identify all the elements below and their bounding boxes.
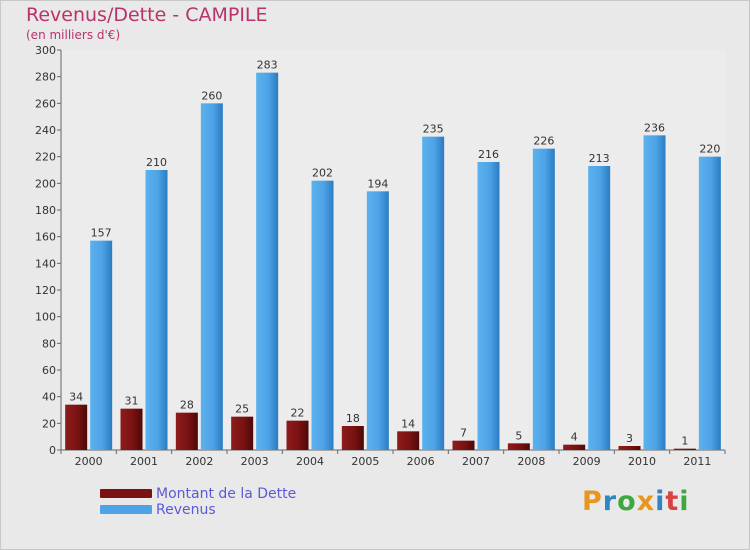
data-label-debt: 34 [69, 391, 83, 404]
bar-revenue [643, 135, 666, 451]
bar-debt [175, 412, 198, 450]
logo-letter: i [679, 486, 690, 517]
x-tick-label: 2011 [683, 455, 711, 468]
x-tick-label: 2009 [573, 455, 601, 468]
logo-letter: r [602, 486, 618, 517]
bar-revenue [311, 180, 334, 450]
legend-label-revenue: Revenus [156, 502, 216, 518]
y-tick-label: 160 [35, 231, 56, 244]
bar-revenue [698, 156, 721, 450]
y-tick-label: 240 [35, 124, 56, 137]
y-tick-label: 60 [42, 364, 56, 377]
y-tick-label: 20 [42, 417, 56, 430]
bars: 3415731210282602528322202181941423572165… [65, 59, 721, 451]
x-tick-label: 2010 [628, 455, 656, 468]
bar-debt [65, 404, 88, 450]
y-tick-label: 0 [49, 444, 56, 457]
bar-debt [120, 408, 143, 450]
plot-area [61, 50, 725, 450]
data-label-revenue: 210 [146, 156, 167, 169]
y-tick-label: 120 [35, 284, 56, 297]
y-tick-label: 280 [35, 71, 56, 84]
bar-revenue [477, 162, 500, 450]
x-tick-label: 2007 [462, 455, 490, 468]
data-label-debt: 22 [291, 407, 305, 420]
data-label-revenue: 157 [91, 227, 112, 240]
y-tick-label: 200 [35, 177, 56, 190]
bar-debt [286, 420, 309, 450]
bar-revenue [90, 240, 113, 450]
data-label-debt: 7 [460, 427, 467, 440]
bar-debt [231, 416, 254, 450]
data-label-revenue: 220 [699, 143, 720, 156]
x-axis: 2000 2001 2002 2003 2004 2005 2006 2007 2008 2009… [60, 449, 726, 468]
x-tick-label: 2008 [517, 455, 545, 468]
data-label-revenue: 235 [423, 123, 444, 136]
chart-title: Revenus/Dette - CAMPILE [26, 4, 268, 26]
bar-revenue [200, 103, 223, 450]
y-tick-label: 220 [35, 151, 56, 164]
logo-letter: P [582, 486, 603, 517]
data-label-debt: 1 [681, 435, 688, 448]
data-label-debt: 3 [626, 432, 633, 445]
bar-debt [507, 443, 530, 450]
x-tick-label: 2002 [185, 455, 213, 468]
x-tick-label: 2003 [241, 455, 269, 468]
y-tick-label: 260 [35, 97, 56, 110]
bar-revenue [422, 136, 445, 450]
y-axis: 0 20 40 60 80 100 120 140 160 180 200 220 240 260 280 3… [35, 44, 62, 457]
x-tick-label: 2000 [75, 455, 103, 468]
data-label-revenue: 226 [533, 135, 554, 148]
data-label-debt: 4 [571, 431, 578, 444]
x-tick-label: 2001 [130, 455, 158, 468]
plot-background [61, 50, 725, 450]
data-label-revenue: 202 [312, 167, 333, 180]
legend-swatch-revenue [100, 505, 152, 514]
y-tick-label: 40 [42, 391, 56, 404]
bar-debt [618, 446, 641, 450]
logo-letter: t [665, 486, 680, 517]
bar-revenue [588, 166, 611, 450]
data-label-revenue: 216 [478, 148, 499, 161]
y-tick-label: 80 [42, 337, 56, 350]
bar-revenue [532, 148, 555, 450]
data-label-revenue: 213 [589, 152, 610, 165]
y-tick-label: 300 [35, 44, 56, 57]
legend-swatch-debt [100, 489, 152, 498]
bar-revenue [366, 191, 389, 451]
data-label-revenue: 194 [367, 177, 388, 190]
data-label-revenue: 260 [201, 89, 222, 102]
bar-debt [341, 426, 364, 450]
y-tick-label: 180 [35, 204, 56, 217]
logo-letter: o [617, 486, 637, 517]
data-label-debt: 31 [125, 395, 139, 408]
bar-debt [397, 431, 420, 450]
y-tick-label: 140 [35, 257, 56, 270]
data-label-debt: 18 [346, 412, 360, 425]
data-label-debt: 28 [180, 399, 194, 412]
bar-debt [673, 448, 696, 450]
data-label-revenue: 283 [257, 59, 278, 72]
chart-subtitle: (en milliers d'€) [26, 28, 121, 42]
x-tick-label: 2005 [351, 455, 379, 468]
bar-revenue [145, 170, 168, 450]
x-tick-label: 2006 [407, 455, 435, 468]
legend-label-debt: Montant de la Dette [156, 486, 297, 502]
logo-letter: x [636, 486, 656, 517]
logo-letter: i [655, 486, 666, 517]
data-label-debt: 5 [515, 429, 522, 442]
bar-debt [452, 440, 475, 450]
proxiti-logo: Proxiti [582, 486, 690, 517]
bar-debt [563, 444, 586, 450]
data-label-debt: 14 [401, 417, 415, 430]
y-tick-label: 100 [35, 311, 56, 324]
data-label-debt: 25 [235, 403, 249, 416]
x-tick-label: 2004 [296, 455, 324, 468]
data-label-revenue: 236 [644, 121, 665, 134]
bar-revenue [256, 72, 279, 451]
